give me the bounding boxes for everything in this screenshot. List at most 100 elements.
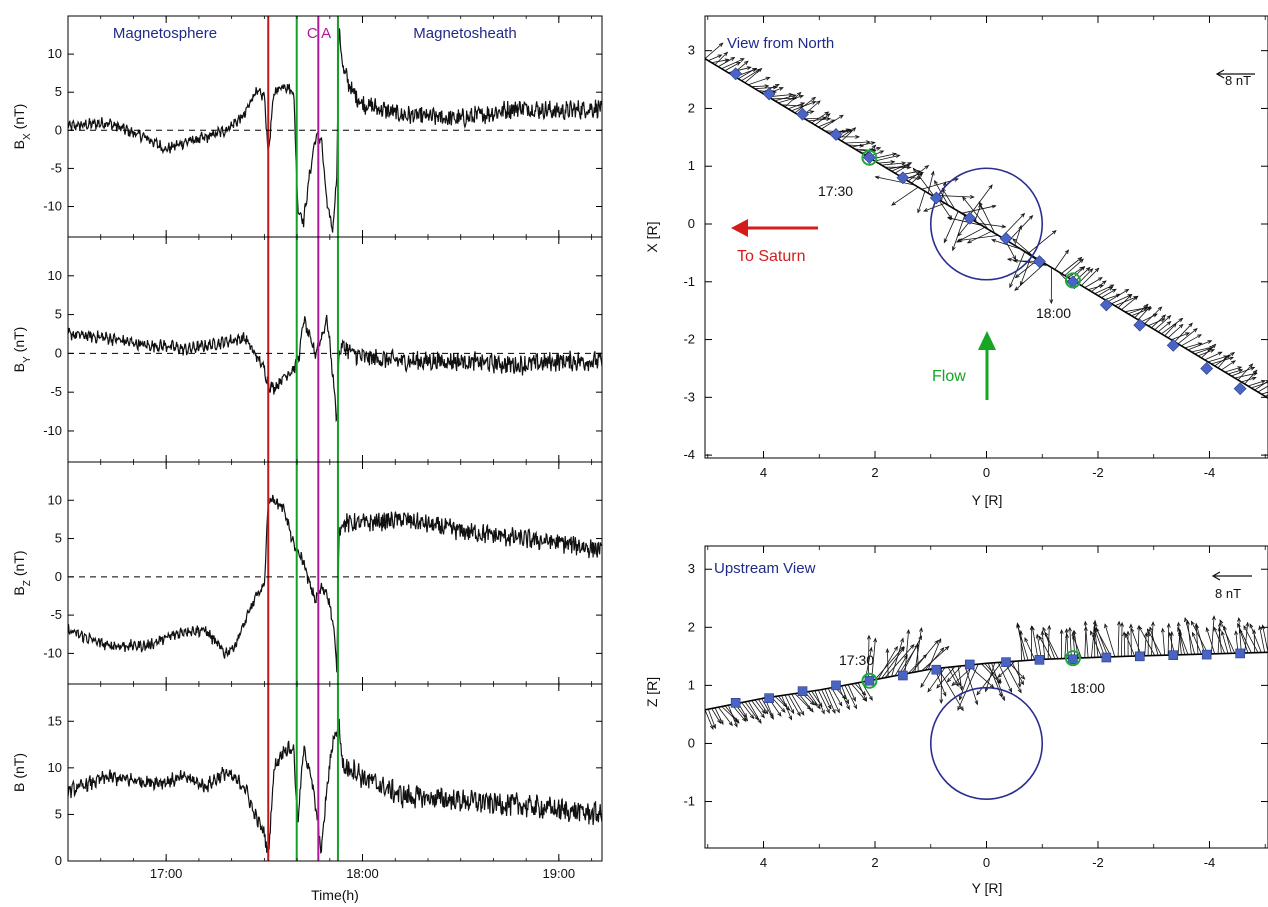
upstream-view-vector bbox=[1191, 621, 1209, 655]
y-tick-label-1-1: -5 bbox=[50, 384, 62, 399]
view-from-north-vector bbox=[875, 176, 915, 186]
view-from-north-vector-head bbox=[978, 201, 983, 207]
view-from-north-vector bbox=[708, 54, 722, 61]
upstream-view-marker-0 bbox=[730, 698, 741, 708]
view-from-north-vector-head bbox=[870, 141, 876, 146]
y-tick-label-3-2: 10 bbox=[48, 760, 62, 775]
upstream-view-vector bbox=[1138, 626, 1156, 656]
upstream-time-1730: 17:30 bbox=[839, 652, 874, 668]
upstream-view-vector bbox=[947, 665, 962, 683]
view-from-north-vector-head bbox=[871, 144, 877, 150]
view-from-north-vector bbox=[1064, 258, 1084, 276]
view-from-north-vector-head bbox=[912, 167, 918, 173]
upstream-view-vector-head bbox=[1047, 624, 1052, 630]
upstream-view-vector bbox=[707, 708, 716, 729]
view-from-north-vector bbox=[1217, 354, 1230, 369]
upstream-view-vector bbox=[747, 700, 762, 724]
view-from-north-vector-head bbox=[1012, 238, 1017, 243]
view-from-north-marker-13 bbox=[1166, 338, 1180, 352]
upstream-view-vector-head bbox=[1195, 623, 1200, 629]
upstream-view-vector-head bbox=[934, 639, 939, 645]
upstream-view-vector bbox=[1024, 637, 1036, 660]
view-from-north-vector bbox=[1009, 251, 1026, 288]
upstream-view-vector-head bbox=[1168, 631, 1173, 637]
view-from-north-vector-head bbox=[1251, 376, 1257, 381]
upstream-view-vector-head bbox=[1008, 687, 1013, 693]
upstream-view-vector bbox=[854, 683, 866, 696]
upstream-view-vector-head bbox=[1038, 635, 1043, 641]
view-from-north-vector bbox=[894, 164, 910, 174]
view-from-north-vector bbox=[1157, 321, 1171, 333]
upstream-view-vector bbox=[917, 643, 919, 672]
upstream-view-vector-head bbox=[1243, 625, 1248, 631]
upstream-view-vector bbox=[1094, 628, 1099, 658]
view-from-north-vector bbox=[978, 201, 996, 234]
upstream-view-vector bbox=[976, 661, 1002, 696]
upstream-axes: 4 2 0 -2 -4 -1 0 1 2 3 bbox=[683, 545, 1268, 870]
y-axis-title-3: B(nT) bbox=[11, 753, 27, 792]
view-from-north-vector bbox=[1154, 315, 1171, 331]
upstream-scale-arrow-head bbox=[1211, 571, 1221, 581]
upstream-view-vector bbox=[927, 638, 942, 670]
view-from-north-vector bbox=[724, 62, 741, 71]
upstream-view-vector-head bbox=[1044, 631, 1049, 637]
view-from-north-vector bbox=[991, 239, 1022, 250]
view-from-north-vector-head bbox=[1211, 343, 1217, 349]
upstream-view-vector-head bbox=[733, 722, 738, 728]
upstream-view-vector bbox=[787, 694, 801, 716]
upstream-view-vector bbox=[914, 627, 922, 673]
view-from-north-vector bbox=[1084, 277, 1103, 288]
view-from-north-vector bbox=[1107, 289, 1129, 303]
upstream-view-vector bbox=[1117, 621, 1120, 657]
view-from-north-vector-head bbox=[1157, 306, 1163, 311]
view-from-north-marker-1 bbox=[762, 87, 776, 101]
view-from-north-vector-head bbox=[952, 246, 956, 252]
y-tick-label-0-3: 5 bbox=[55, 84, 62, 99]
upstream-view-vector-head bbox=[831, 709, 836, 714]
upstream-view-vector bbox=[901, 635, 922, 675]
north-time-1800: 18:00 bbox=[1036, 305, 1071, 321]
view-from-north-vector bbox=[1012, 238, 1036, 258]
view-from-north-vector-head bbox=[1051, 230, 1057, 235]
view-from-north-y-tick-label-3: -1 bbox=[683, 274, 695, 289]
view-from-north-trajectory bbox=[705, 57, 1268, 399]
upstream-view-vector-head bbox=[838, 701, 843, 707]
view-from-north-vector-head bbox=[1014, 286, 1019, 291]
view-from-north-vector bbox=[1081, 268, 1099, 286]
view-from-north-vector bbox=[1104, 294, 1121, 300]
view-from-north-y-tick-label-2: -2 bbox=[683, 332, 695, 347]
upstream-view-vector-head bbox=[1151, 621, 1155, 626]
view-from-north-vector-head bbox=[1166, 315, 1172, 320]
view-from-north-x-tick-label-1: 2 bbox=[871, 465, 878, 480]
upstream-view-marker-11 bbox=[1101, 652, 1112, 663]
view-from-north-chart: 4 2 0 -2 -4 -4 -3 -2 -1 0 1 2 3 View from North 8 nT… bbox=[644, 15, 1268, 508]
view-from-north-y-tick-label-0: -4 bbox=[683, 447, 695, 462]
view-from-north-marker-5 bbox=[896, 171, 910, 185]
upstream-view-marker-2 bbox=[797, 686, 808, 696]
view-from-north-vector-head bbox=[723, 51, 729, 57]
view-from-north-vector-head bbox=[1230, 352, 1236, 357]
view-from-north-vector bbox=[844, 141, 870, 144]
upstream-view-vector bbox=[884, 644, 915, 679]
view-from-north-vector bbox=[744, 68, 762, 84]
upstream-view-vector-head bbox=[1192, 631, 1196, 637]
upstream-view-vector-head bbox=[742, 717, 747, 723]
upstream-view-vector-head bbox=[1126, 630, 1130, 636]
upstream-view-vector bbox=[1017, 624, 1029, 661]
view-from-north-vector-head bbox=[955, 238, 961, 243]
view-from-north-vector-head bbox=[874, 175, 880, 180]
upstream-view-vector bbox=[1219, 619, 1236, 654]
view-from-north-marker-7 bbox=[963, 211, 977, 225]
upstream-view-y-tick-label-0: -1 bbox=[683, 794, 695, 809]
upstream-view-marker-4 bbox=[864, 675, 875, 686]
view-from-north-marker-0 bbox=[729, 67, 743, 81]
upstream-view-vector-head bbox=[809, 707, 814, 713]
upstream-view-body-circle bbox=[929, 686, 1044, 801]
view-from-north-vector-head bbox=[1166, 320, 1172, 326]
upstream-view-vector-head bbox=[790, 709, 795, 715]
view-from-north-marker-9 bbox=[1033, 255, 1046, 268]
upstream-view-vector bbox=[754, 699, 766, 714]
view-from-north-vector bbox=[941, 188, 956, 210]
view-from-north-vector-head bbox=[1028, 214, 1034, 220]
